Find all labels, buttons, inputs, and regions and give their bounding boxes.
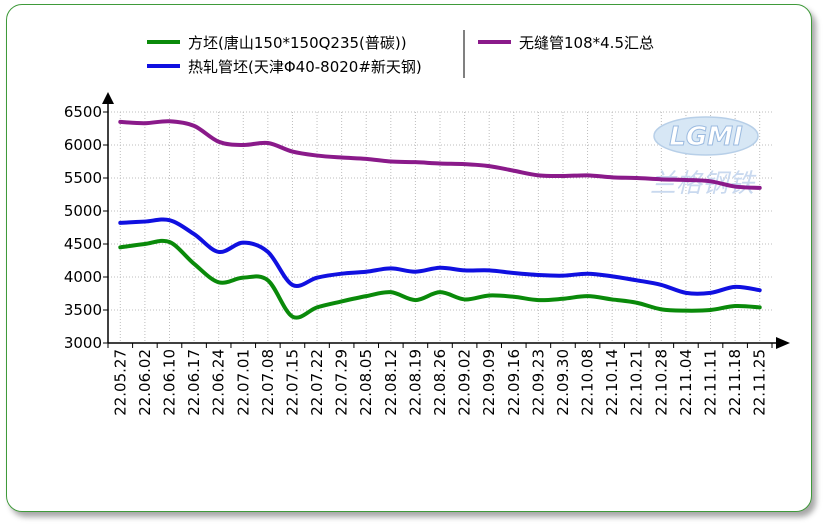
legend: 方坯(唐山150*150Q235(普碳)) 热轧管坯(天津Φ40-8020#新天钢… [147, 30, 654, 78]
x-tick-label: 22.07.08 [259, 349, 277, 416]
x-tick-label: 22.11.11 [702, 349, 720, 416]
x-axis-arrow [776, 337, 790, 349]
y-tick-label: 4500 [64, 235, 102, 253]
x-tick-label: 22.10.21 [628, 349, 646, 416]
x-tick-label: 22.05.27 [111, 349, 129, 416]
x-tick-label: 22.08.26 [431, 349, 449, 416]
x-tick-label: 22.09.23 [529, 349, 547, 416]
x-tick-label: 22.09.02 [456, 349, 474, 416]
x-tick-label: 22.09.30 [554, 349, 572, 416]
x-tick-label: 22.06.02 [136, 349, 154, 416]
x-tick-label: 22.09.09 [480, 349, 498, 416]
x-tick-labels: 22.05.27 22.06.02 22.06.10 22.06.17 22.06.24… [111, 349, 768, 416]
x-tick-label: 22.08.05 [357, 349, 375, 416]
watermark-subtitle: 兰格钢铁 [650, 169, 757, 199]
x-tick-label: 22.10.14 [603, 349, 621, 416]
x-tick-label: 22.08.19 [406, 349, 424, 416]
y-tick-label: 3500 [64, 301, 102, 319]
legend-label-2: 无缝管108*4.5汇总 [519, 34, 654, 52]
lgmi-watermark-logo: LGMI 兰格钢铁 [650, 116, 759, 199]
chart-frame [6, 4, 812, 512]
y-tick-label: 6500 [64, 103, 102, 121]
y-tick-labels: 3000 3500 4000 4500 5000 5500 6000 6500 [64, 103, 102, 352]
x-tick-label: 22.07.29 [333, 349, 351, 416]
x-tick-label: 22.06.17 [185, 349, 203, 416]
x-tick-label: 22.10.08 [579, 349, 597, 416]
x-tick-label: 22.11.04 [677, 349, 695, 416]
axes [102, 92, 790, 349]
y-tick-label: 5000 [64, 202, 102, 220]
series-line-0 [118, 238, 762, 320]
x-tick-label: 22.08.12 [382, 349, 400, 416]
series-lines [118, 119, 762, 320]
x-tick-label: 22.07.01 [234, 349, 252, 416]
y-tick-label: 4000 [64, 268, 102, 286]
series-line-1 [118, 217, 762, 296]
x-tick-label: 22.06.24 [210, 349, 228, 416]
y-tick-label: 5500 [64, 169, 102, 187]
x-tick-label: 22.11.18 [726, 349, 744, 416]
y-tick-label: 3000 [64, 334, 102, 352]
watermark-logo-text: LGMI [669, 122, 743, 152]
y-axis-arrow [102, 92, 114, 104]
x-tick-label: 22.10.28 [652, 349, 670, 416]
legend-label-0: 方坯(唐山150*150Q235(普碳)) [188, 34, 407, 52]
series-line-2 [118, 119, 762, 190]
x-tick-label: 22.07.15 [283, 349, 301, 416]
legend-label-1: 热轧管坯(天津Φ40-8020#新天钢) [188, 58, 422, 76]
x-tick-label: 22.09.16 [505, 349, 523, 416]
x-tick-label: 22.06.10 [160, 349, 178, 416]
y-tick-label: 6000 [64, 136, 102, 154]
x-tick-label: 22.11.25 [751, 349, 769, 416]
x-tick-label: 22.07.22 [308, 349, 326, 416]
